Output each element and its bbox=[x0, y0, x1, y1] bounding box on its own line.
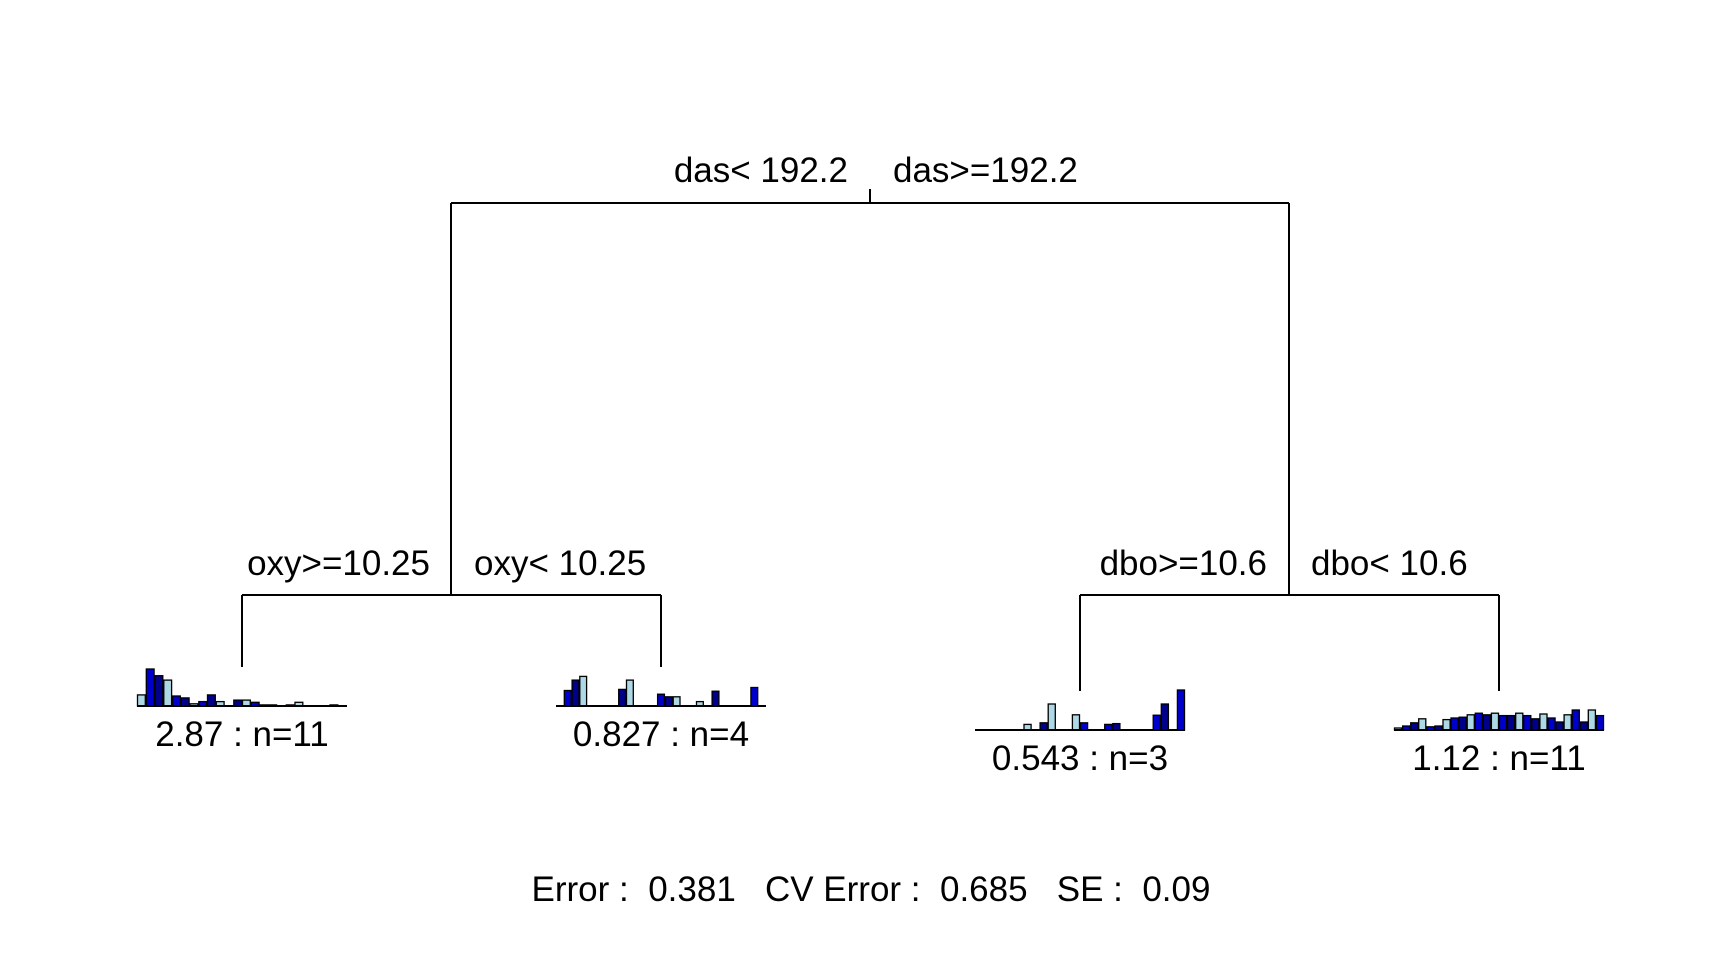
histogram-bar bbox=[625, 679, 634, 707]
histogram-bar bbox=[1079, 722, 1089, 731]
histogram-bar bbox=[656, 693, 666, 707]
histogram-bar bbox=[154, 675, 164, 707]
histogram-bar bbox=[1555, 721, 1564, 731]
histogram-bar bbox=[1160, 703, 1170, 731]
right-split-right-label: dbo< 10.6 bbox=[1311, 544, 1468, 583]
histogram-bar bbox=[1539, 713, 1548, 731]
histogram-bar bbox=[1547, 717, 1556, 731]
histogram-bar bbox=[1579, 721, 1589, 731]
leaf-1: 0.827 : n=4 bbox=[556, 675, 766, 754]
histogram-bar bbox=[618, 688, 627, 707]
histogram-bar bbox=[1482, 714, 1492, 731]
histogram-bar bbox=[1531, 718, 1540, 731]
histogram-bar bbox=[180, 697, 190, 707]
histogram-bar bbox=[1474, 712, 1484, 731]
histogram-bar bbox=[163, 679, 173, 707]
histogram-bar bbox=[1563, 714, 1572, 731]
left-split-left-label: oxy>=10.25 bbox=[247, 544, 430, 583]
histogram-bar bbox=[1506, 714, 1516, 731]
root-right-label: das>=192.2 bbox=[893, 151, 1078, 190]
histogram-bar bbox=[136, 694, 146, 707]
histogram-bar bbox=[1466, 714, 1475, 731]
histogram-bar bbox=[1571, 709, 1580, 731]
histogram-bar bbox=[1458, 716, 1467, 731]
histogram-bar bbox=[750, 686, 759, 707]
leaf-2: 0.543 : n=3 bbox=[975, 689, 1186, 778]
right-split-left-label: dbo>=10.6 bbox=[1100, 544, 1267, 583]
histogram-bar bbox=[672, 696, 681, 707]
leaf-label: 0.543 : n=3 bbox=[992, 739, 1168, 778]
histogram-bar bbox=[1595, 714, 1605, 731]
left-split-right-label: oxy< 10.25 bbox=[474, 544, 646, 583]
histogram-bar bbox=[1176, 689, 1186, 731]
leaf-histogram bbox=[1023, 689, 1186, 731]
histogram-bar bbox=[1047, 703, 1056, 731]
histogram-bar bbox=[1490, 712, 1500, 731]
leaf-label: 1.12 : n=11 bbox=[1412, 739, 1586, 778]
histogram-bar bbox=[1410, 722, 1419, 731]
histogram-bar bbox=[171, 695, 181, 707]
leaf-label: 2.87 : n=11 bbox=[155, 715, 329, 754]
leaf-label: 0.827 : n=4 bbox=[573, 715, 749, 754]
histogram-bar bbox=[571, 679, 580, 707]
leaf-histogram bbox=[136, 668, 339, 707]
histogram-bar bbox=[664, 696, 673, 707]
histogram-bar bbox=[1523, 714, 1532, 731]
right-split: dbo>=10.6 dbo< 10.6 bbox=[1079, 544, 1500, 691]
root-split: das< 192.2 das>=192.2 bbox=[450, 151, 1290, 595]
histogram-bar bbox=[1515, 712, 1524, 731]
leaf-histogram bbox=[563, 675, 759, 707]
histogram-bar bbox=[1587, 709, 1597, 731]
histogram-bar bbox=[145, 668, 155, 707]
error-summary: Error : 0.381 CV Error : 0.685 SE : 0.09 bbox=[532, 870, 1211, 909]
histogram-bar bbox=[1418, 718, 1427, 731]
histogram-bar bbox=[1450, 717, 1459, 731]
histogram-bar bbox=[563, 689, 572, 707]
leaf-3: 1.12 : n=11 bbox=[1393, 709, 1605, 778]
left-split: oxy>=10.25 oxy< 10.25 bbox=[241, 544, 662, 667]
histogram-bar bbox=[711, 690, 720, 707]
leaf-0: 2.87 : n=11 bbox=[136, 668, 347, 754]
leaf-histogram bbox=[1393, 709, 1605, 731]
root-left-label: das< 192.2 bbox=[674, 151, 848, 190]
histogram-bar bbox=[1442, 718, 1451, 731]
histogram-bar bbox=[206, 694, 216, 707]
histogram-bar bbox=[1071, 714, 1081, 731]
histogram-bar bbox=[1039, 722, 1048, 731]
histogram-bar bbox=[1498, 714, 1508, 731]
histogram-bar bbox=[1152, 714, 1161, 731]
histogram-bar bbox=[579, 675, 588, 707]
